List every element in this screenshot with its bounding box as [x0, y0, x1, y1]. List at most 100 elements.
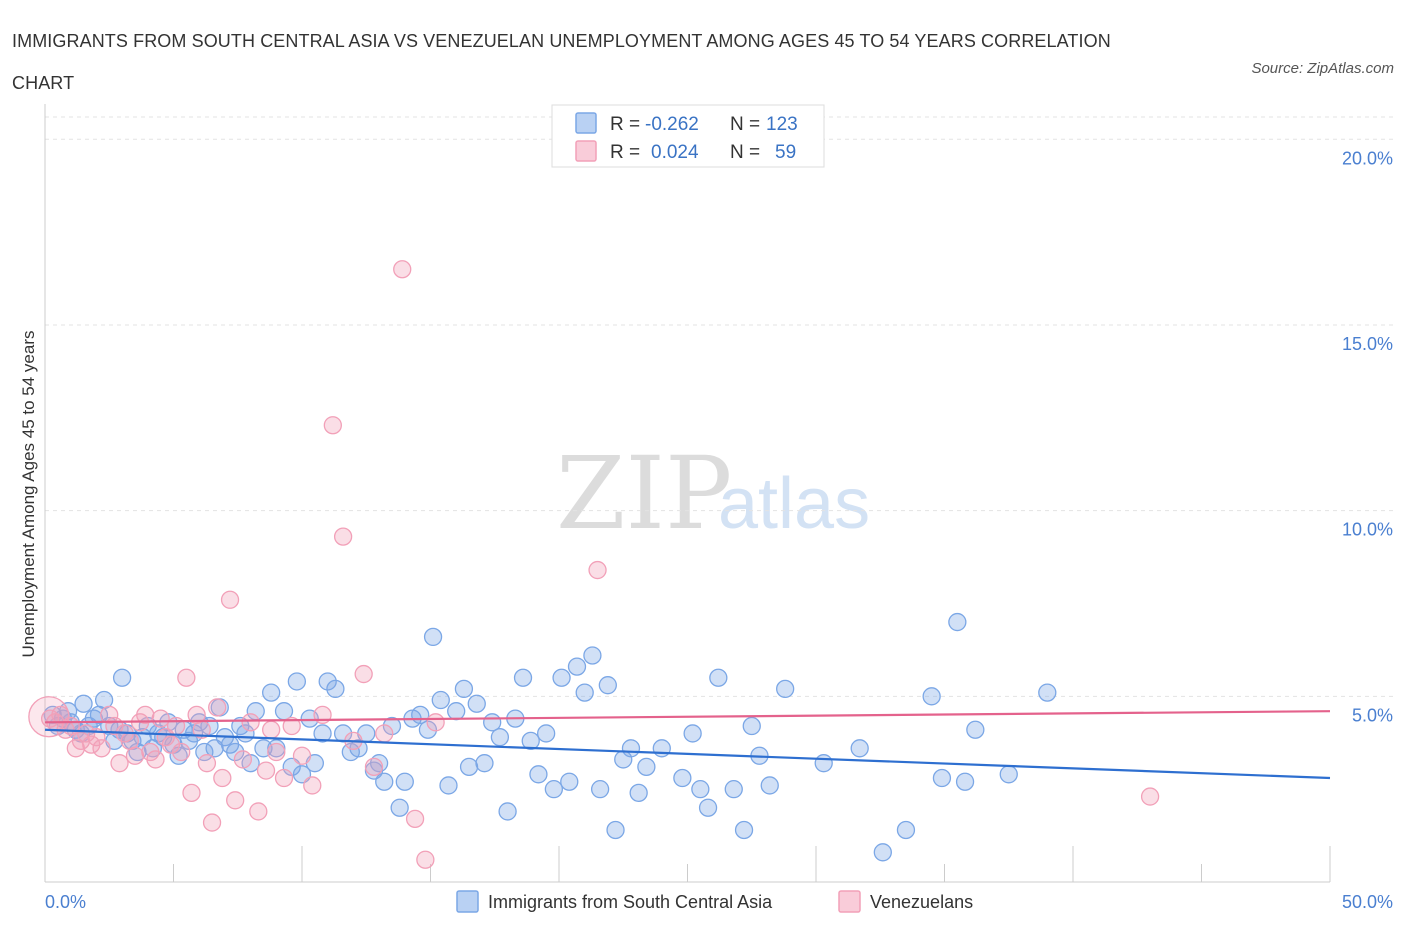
point-venezuelans	[92, 739, 111, 758]
point-south-central-asia	[896, 820, 916, 840]
point-venezuelans	[182, 783, 201, 803]
point-venezuelans	[393, 260, 412, 279]
legend-swatch-blue	[456, 890, 479, 913]
point-south-central-asia	[459, 757, 479, 777]
legend-swatch-pink	[838, 890, 861, 913]
axes	[44, 104, 1331, 883]
point-venezuelans	[177, 668, 196, 687]
point-south-central-asia	[390, 798, 409, 817]
point-venezuelans	[220, 590, 240, 609]
y-axis-label: Unemployment Among Ages 45 to 54 years	[19, 331, 38, 658]
point-south-central-asia	[490, 728, 510, 747]
point-venezuelans	[1140, 787, 1160, 806]
y-tick-label: 5.0%	[1352, 705, 1393, 725]
point-venezuelans	[161, 735, 181, 754]
point-venezuelans	[110, 754, 129, 773]
point-south-central-asia	[575, 683, 594, 702]
point-venezuelans	[28, 696, 70, 738]
point-south-central-asia	[375, 772, 394, 791]
point-south-central-asia	[74, 694, 93, 713]
point-venezuelans	[208, 698, 227, 717]
stats-r-label: R =	[610, 114, 640, 135]
point-south-central-asia	[955, 772, 975, 791]
point-south-central-asia	[873, 843, 892, 862]
point-venezuelans	[303, 776, 322, 795]
point-venezuelans	[213, 768, 232, 788]
grid	[45, 116, 1395, 697]
point-venezuelans	[256, 761, 276, 780]
point-south-central-asia	[560, 772, 579, 791]
point-venezuelans	[364, 757, 384, 777]
point-south-central-asia	[552, 668, 571, 687]
legend-label: Venezuelans	[870, 892, 973, 912]
point-south-central-asia	[724, 780, 743, 799]
point-venezuelans	[292, 746, 312, 765]
point-south-central-asia	[431, 690, 450, 710]
stats-n-label: N =	[730, 142, 760, 163]
point-south-central-asia	[195, 742, 214, 762]
point-south-central-asia	[395, 772, 414, 791]
point-south-central-asia	[326, 679, 345, 699]
point-south-central-asia	[544, 780, 564, 799]
point-south-central-asia	[691, 780, 710, 799]
stats-swatch-blue	[575, 112, 597, 134]
source-note: Source: ZipAtlas.com	[1251, 60, 1394, 77]
point-south-central-asia	[683, 724, 702, 743]
point-south-central-asia	[948, 612, 967, 632]
watermark-atlas: atlas	[718, 464, 870, 544]
point-venezuelans	[226, 791, 245, 810]
x-tick-label: 50.0%	[1342, 892, 1393, 912]
point-south-central-asia	[190, 713, 209, 732]
point-south-central-asia	[567, 657, 587, 676]
point-south-central-asia	[205, 739, 224, 758]
point-venezuelans	[146, 750, 165, 769]
point-south-central-asia	[742, 716, 761, 736]
tick-labels: 5.0% 10.0% 15.0% 20.0% 0.0% 50.0%	[45, 148, 1393, 912]
stats-r-label: R =	[610, 142, 640, 163]
point-south-central-asia	[226, 742, 245, 762]
point-south-central-asia	[318, 672, 337, 691]
point-venezuelans	[136, 705, 155, 725]
point-south-central-asia	[439, 776, 458, 795]
point-south-central-asia	[776, 679, 795, 699]
y-tick-label: 10.0%	[1342, 520, 1393, 540]
point-venezuelans	[262, 720, 281, 739]
point-venezuelans	[426, 713, 445, 732]
x-tick-label: 0.0%	[45, 892, 86, 912]
point-south-central-asia	[423, 627, 443, 647]
stats-r-value: 0.024	[651, 142, 699, 163]
point-south-central-asia	[590, 780, 610, 799]
point-south-central-asia	[1038, 683, 1057, 702]
point-south-central-asia	[447, 702, 466, 721]
point-venezuelans	[354, 664, 373, 684]
point-south-central-asia	[850, 739, 869, 758]
point-south-central-asia	[521, 731, 540, 751]
point-venezuelans	[241, 713, 260, 732]
point-venezuelans	[151, 709, 170, 728]
legend-label: Immigrants from South Central Asia	[488, 892, 773, 912]
point-venezuelans	[233, 750, 253, 769]
point-venezuelans	[333, 527, 353, 546]
data-points	[28, 260, 1160, 869]
y-tick-label: 15.0%	[1342, 334, 1393, 354]
point-venezuelans	[274, 768, 294, 788]
stats-n-label: N =	[730, 114, 760, 135]
point-venezuelans	[249, 802, 268, 821]
point-south-central-asia	[287, 672, 307, 691]
stats-r-value: -0.262	[645, 114, 699, 135]
point-south-central-asia	[598, 676, 617, 695]
point-south-central-asia	[382, 716, 402, 736]
point-venezuelans	[375, 724, 394, 743]
point-south-central-asia	[418, 720, 438, 739]
stats-box: R = -0.262 N = 123 R = 0.024 N = 59	[551, 104, 825, 168]
point-venezuelans	[267, 742, 286, 762]
point-south-central-asia	[734, 820, 754, 840]
point-venezuelans	[202, 813, 222, 832]
point-south-central-asia	[932, 768, 952, 788]
point-venezuelans	[172, 742, 191, 762]
point-south-central-asia	[629, 783, 648, 803]
point-south-central-asia	[709, 668, 728, 687]
point-south-central-asia	[673, 768, 692, 788]
point-venezuelans	[588, 560, 607, 580]
